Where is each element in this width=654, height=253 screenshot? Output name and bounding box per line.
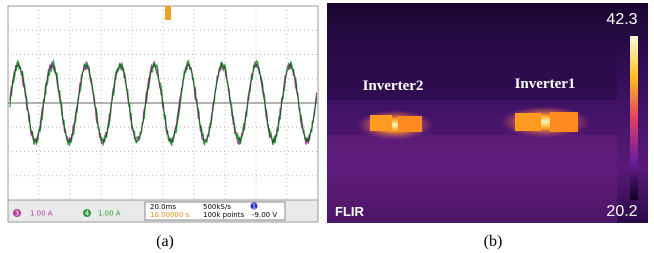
- thermal-image: Inverter2 Inverter1 42.3 20.2 FLIR (b): [327, 3, 648, 250]
- record-length: 100k points: [203, 211, 244, 219]
- caption: (b): [484, 233, 503, 250]
- trigger-level: -9.00 V: [252, 211, 277, 219]
- inverter-box: [370, 115, 392, 131]
- scale-max: 42.3: [606, 11, 637, 28]
- scale-min: 20.2: [606, 203, 637, 220]
- caption: (a): [156, 233, 174, 250]
- page: {"left_panel": {"channels": [{"number": …: [0, 0, 654, 253]
- channel-scale: 1.00 A: [98, 210, 121, 218]
- sample-rate: 500kS/s: [203, 203, 231, 211]
- channel-number: 4: [85, 210, 90, 218]
- channel-scale: 1.00 A: [30, 210, 53, 218]
- oscilloscope: 3 1.00 A 4 1.00 A 20.0ms 500kS/s 10.0000…: [8, 6, 318, 250]
- inverter-box: [550, 112, 578, 132]
- logo: FLIR: [335, 204, 364, 219]
- trigger-marker: [165, 6, 171, 20]
- floor: [327, 135, 617, 223]
- channel-number: 3: [15, 210, 19, 218]
- label: Inverter1: [515, 76, 576, 92]
- inverter-box: [515, 113, 541, 131]
- label: Inverter2: [363, 78, 424, 94]
- figure: 3 1.00 A 4 1.00 A 20.0ms 500kS/s 10.0000…: [0, 0, 654, 253]
- trigger-channel: 1: [252, 203, 256, 211]
- inverter-box: [398, 116, 422, 132]
- color-bar: [630, 36, 638, 200]
- delay: 10.00000 s: [150, 211, 190, 219]
- timebase: 20.0ms: [150, 203, 176, 211]
